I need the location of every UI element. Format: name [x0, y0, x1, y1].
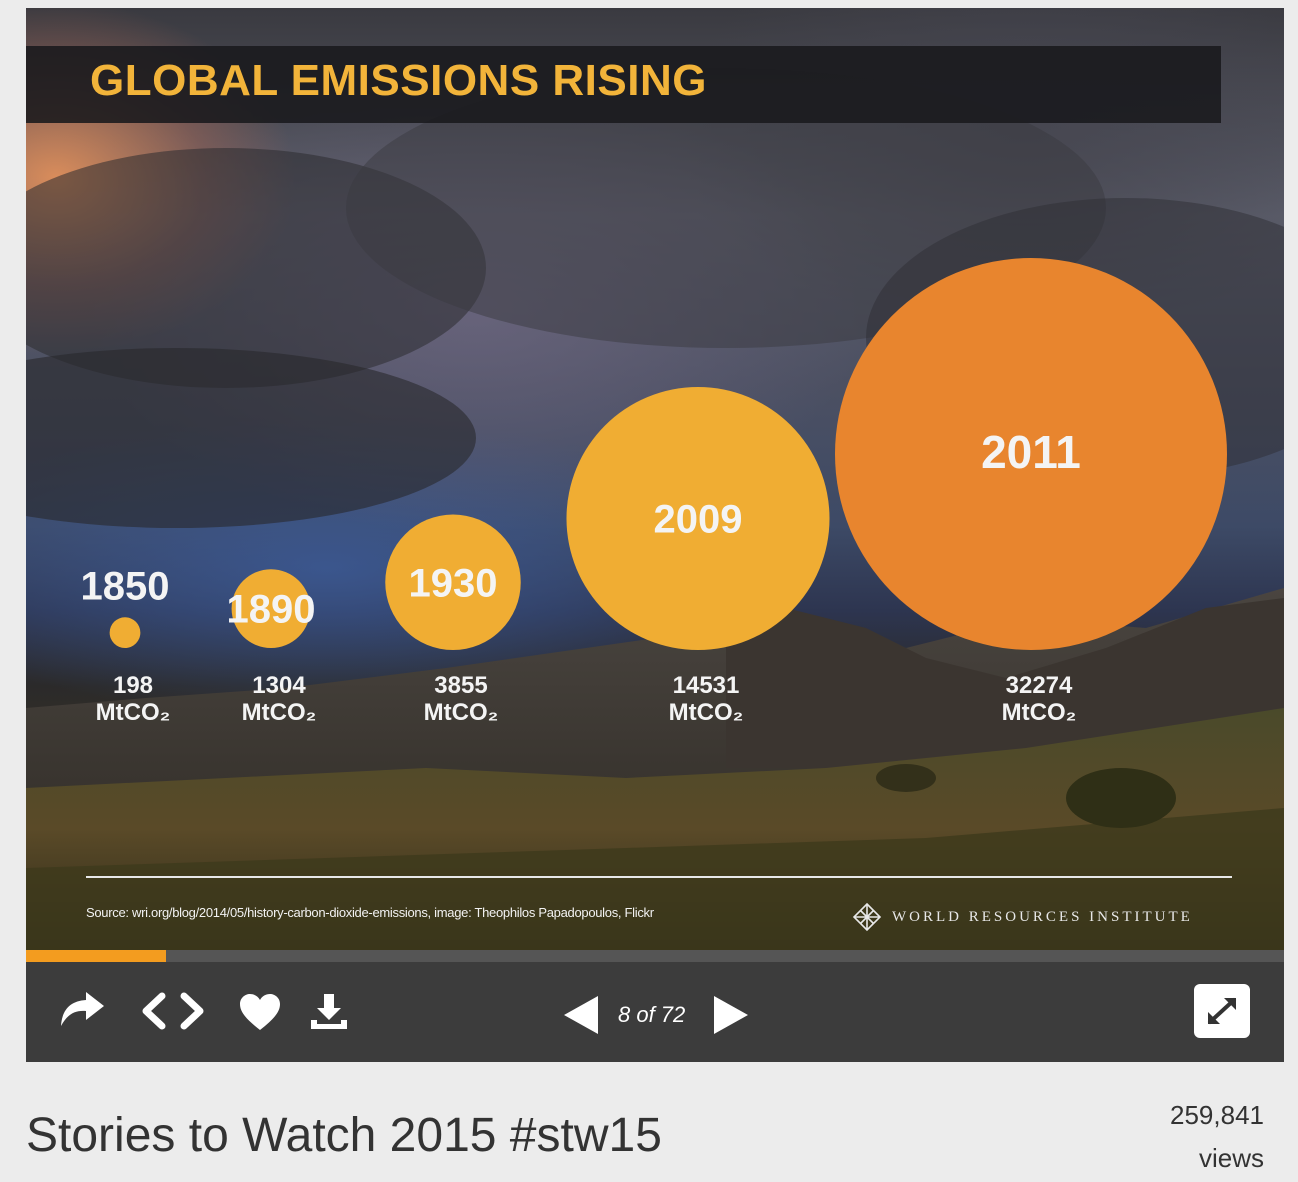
- wri-name: WORLD RESOURCES INSTITUTE: [892, 908, 1193, 925]
- slide-counter: 8 of 72: [618, 1002, 686, 1027]
- value-label-2009: 14531: [673, 672, 740, 699]
- value-label-1890: 1304: [252, 672, 306, 699]
- unit-label-1850: MtCO₂: [96, 699, 171, 726]
- year-label-1890: 1890: [227, 588, 316, 632]
- prev-icon: [564, 996, 598, 1034]
- slide: GLOBAL EMISSIONS RISING 1850 198 MtCO₂ 1890…: [26, 8, 1284, 950]
- year-label-1930: 1930: [409, 561, 498, 605]
- heart-icon: [240, 994, 280, 1030]
- value-label-1850: 198: [113, 672, 153, 699]
- fullscreen-icon: [1208, 998, 1236, 1024]
- year-label-2009: 2009: [654, 497, 743, 541]
- unit-label-1890: MtCO₂: [242, 699, 317, 726]
- player-toolbar: 8 of 72: [26, 962, 1284, 1062]
- previous-slide-button[interactable]: [562, 994, 600, 1041]
- embed-icon: [142, 992, 204, 1030]
- unit-label-1930: MtCO₂: [424, 699, 499, 726]
- emissions-bubble-chart: 1850198MtCO₂18901304MtCO₂19303855MtCO₂20…: [81, 258, 1227, 726]
- slide-progress-bar[interactable]: [26, 950, 1284, 962]
- bubble-1930: [385, 514, 521, 650]
- fullscreen-button[interactable]: [1194, 984, 1250, 1038]
- views-count: 259,841: [1170, 1100, 1264, 1130]
- bubble-1890: [231, 569, 311, 649]
- share-icon: [61, 992, 104, 1026]
- title-bar: [26, 46, 1221, 123]
- unit-label-2009: MtCO₂: [669, 699, 744, 726]
- slide-title: GLOBAL EMISSIONS RISING: [90, 56, 707, 105]
- next-slide-button[interactable]: [712, 994, 750, 1041]
- unit-label-2011: MtCO₂: [1002, 699, 1077, 726]
- share-button[interactable]: [58, 988, 106, 1037]
- source-caption: Source: wri.org/blog/2014/05/history-car…: [86, 905, 654, 920]
- next-icon: [714, 996, 748, 1034]
- slide-progress-fill: [26, 950, 166, 962]
- bubble-2011: [835, 258, 1227, 650]
- download-button[interactable]: [308, 992, 350, 1037]
- year-label-2011: 2011: [981, 426, 1081, 478]
- wri-emblem-icon: [852, 902, 882, 932]
- deck-title[interactable]: Stories to Watch 2015 #stw15: [26, 1109, 662, 1162]
- year-label-1850: 1850: [81, 564, 170, 608]
- value-label-1930: 3855: [434, 672, 487, 699]
- bubble-1850: [109, 617, 141, 648]
- divider: [86, 876, 1232, 878]
- embed-button[interactable]: [138, 990, 208, 1037]
- value-label-2011: 32274: [1006, 672, 1073, 699]
- wri-logo: WORLD RESOURCES INSTITUTE: [852, 902, 1193, 932]
- views-label: views: [1198, 1143, 1264, 1173]
- download-icon: [311, 994, 347, 1029]
- like-button[interactable]: [238, 992, 282, 1037]
- bubble-2009: [566, 386, 830, 650]
